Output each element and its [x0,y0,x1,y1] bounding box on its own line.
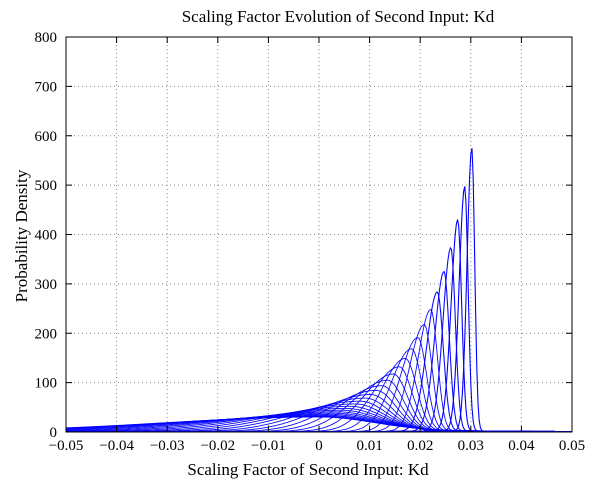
axes [65,36,573,433]
y-tick-label: 600 [35,129,58,145]
y-tick-label: 800 [35,30,58,46]
y-tick-label: 500 [35,178,58,194]
grid [66,37,572,432]
x-tick-label: −0.04 [99,438,134,454]
x-axis-label: Scaling Factor of Second Input: Kd [187,460,429,479]
y-tick-label: 0 [50,425,58,441]
x-tick-label: 0.02 [407,438,433,454]
x-tick-label: −0.03 [150,438,185,454]
x-tick-label: 0.03 [458,438,484,454]
y-tick-label: 100 [35,376,58,392]
chart-title: Scaling Factor Evolution of Second Input… [182,7,495,26]
y-tick-label: 200 [35,326,58,342]
y-tick-label: 300 [35,277,58,293]
tick-labels: −0.05 −0.04 −0.03 −0.02 −0.01 0 0.01 0.02 0.03 0.… [35,30,586,454]
y-tick-label: 700 [35,79,58,95]
x-tick-label: −0.01 [251,438,286,454]
x-tick-label: −0.02 [200,438,235,454]
x-tick-label: 0.05 [559,438,585,454]
y-axis-label: Probability Density [12,169,31,302]
x-tick-label: 0 [315,438,323,454]
x-tick-label: 0.01 [356,438,382,454]
y-tick-label: 400 [35,228,58,244]
x-tick-label: −0.05 [49,438,84,454]
x-tick-label: 0.04 [508,438,535,454]
